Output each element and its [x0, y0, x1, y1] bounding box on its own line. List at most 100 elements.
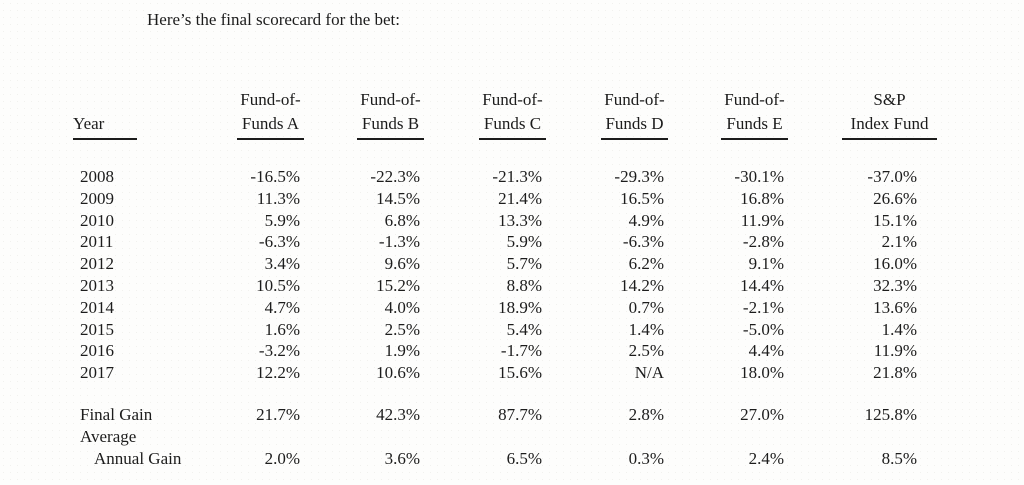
year-row-value: 26.6%	[873, 188, 917, 208]
year-row-value: -22.3%	[370, 167, 420, 186]
column-header-underlined-label: Fund-of- Funds D	[601, 88, 668, 140]
column-header-index-fund: S&P Index Fund	[788, 88, 937, 140]
year-row: 2013 10.5% 15.2% 8.8% 14.2% 14.4% 32.3%	[73, 275, 937, 297]
year-row-value: 21.4%	[498, 188, 542, 208]
year-row-value: 4.4%	[748, 341, 784, 361]
summary-row: Annual Gain 2.0% 3.6% 6.5% 0.3% 2.4% 8.5%	[73, 448, 937, 470]
year-row-value: 16.0%	[873, 254, 917, 274]
year-row-value: -21.3%	[492, 167, 542, 186]
year-row-value: 10.5%	[256, 275, 300, 295]
summary-row-value	[304, 426, 424, 448]
column-header-funds-d: Fund-of- Funds D	[546, 88, 668, 140]
year-row-value: 10.6%	[376, 363, 420, 383]
year-row-value: 2.5%	[628, 341, 664, 361]
year-row-value: 0.7%	[628, 297, 664, 317]
year-row: 2017 12.2% 10.6% 15.6% N/A 18.0% 21.8%	[73, 362, 937, 384]
year-row-value: 9.1%	[748, 254, 784, 274]
year-row-label: 2010	[80, 210, 114, 230]
column-header-funds-b: Fund-of- Funds B	[304, 88, 424, 140]
year-row-value: 21.8%	[873, 363, 917, 383]
header-row: Year Fund-of- Funds A Fund-of- Funds B Fund-o…	[73, 88, 937, 140]
table-summary: Final Gain 21.7% 42.3% 87.7% 2.8% 27.0% 125.8%…	[73, 384, 937, 469]
summary-row-value: 0.3%	[628, 448, 664, 468]
header-line-2: Funds C	[483, 114, 542, 133]
year-row-label: 2015	[80, 319, 114, 339]
year-row-label: 2016	[80, 341, 114, 361]
summary-row-value: 27.0%	[740, 404, 784, 424]
year-row-value: -1.3%	[378, 232, 420, 252]
year-row-label: 2017	[80, 363, 114, 383]
year-row-value: 9.6%	[384, 254, 420, 274]
page-title: Here’s the final scorecard for the bet:	[147, 10, 400, 29]
year-row-value: 12.2%	[256, 363, 300, 383]
year-row-value: -16.5%	[250, 167, 300, 186]
header-line-2: Index Fund	[850, 114, 929, 133]
year-row-value: 6.8%	[384, 210, 420, 230]
summary-row-label: Final Gain	[80, 404, 153, 424]
header-line-2: Funds E	[726, 114, 783, 133]
column-header-funds-c: Fund-of- Funds C	[424, 88, 546, 140]
summary-row: Final Gain 21.7% 42.3% 87.7% 2.8% 27.0% 125.8%	[73, 384, 937, 426]
year-row-value: -3.2%	[258, 341, 300, 361]
summary-row-label: Average	[80, 426, 137, 446]
year-row-value: 15.2%	[376, 275, 420, 295]
year-row-value: -2.1%	[742, 297, 784, 317]
year-row-label: 2011	[80, 232, 114, 252]
table-body: 2008 -16.5% -22.3% -21.3% -29.3% -30.1% -37.0%…	[73, 140, 937, 384]
table-header: Year Fund-of- Funds A Fund-of- Funds B Fund-o…	[73, 88, 937, 140]
summary-row-value: 3.6%	[384, 448, 420, 468]
year-row: 2016 -3.2% 1.9% -1.7% 2.5% 4.4% 11.9%	[73, 340, 937, 362]
header-line-1: Fund-of-	[482, 90, 543, 109]
year-row-value: 2.5%	[384, 319, 420, 339]
year-row-label: 2008	[80, 167, 114, 186]
year-row-value: 4.0%	[384, 297, 420, 317]
year-row-value: 13.6%	[873, 297, 917, 317]
summary-row-value	[668, 426, 788, 448]
year-row-value: 14.5%	[376, 188, 420, 208]
year-row-value: 5.7%	[506, 254, 542, 274]
header-line-1: Fund-of-	[240, 90, 301, 109]
header-line-2: Year	[73, 114, 105, 133]
year-row-value: 6.2%	[628, 254, 664, 274]
summary-row-label: Annual Gain	[94, 448, 182, 468]
year-row-value: 16.8%	[740, 188, 784, 208]
year-row-value: 11.3%	[256, 188, 300, 208]
header-line-2: Funds A	[241, 114, 300, 133]
summary-row-value: 2.0%	[264, 448, 300, 468]
year-row-value: -6.3%	[622, 232, 664, 252]
summary-row-value: 2.8%	[628, 404, 664, 424]
year-row-value: 2.1%	[881, 232, 917, 252]
column-header-underlined-label: Fund-of- Funds B	[357, 88, 424, 140]
year-row-value: 8.8%	[506, 275, 542, 295]
year-row-label: 2009	[80, 188, 114, 208]
column-header-year: Year	[73, 88, 237, 140]
year-row-value: N/A	[634, 363, 664, 383]
year-row-value: 18.0%	[740, 363, 784, 383]
year-row: 2009 11.3% 14.5% 21.4% 16.5% 16.8% 26.6%	[73, 188, 937, 210]
year-row-value: -5.0%	[742, 319, 784, 339]
column-header-underlined-label: S&P Index Fund	[842, 88, 937, 140]
year-row-label: 2014	[80, 297, 114, 317]
year-row-value: -1.7%	[500, 341, 542, 361]
year-row: 2015 1.6% 2.5% 5.4% 1.4% -5.0% 1.4%	[73, 319, 937, 341]
year-row-value: 18.9%	[498, 297, 542, 317]
header-line-1: Fund-of-	[360, 90, 421, 109]
year-row-value: 15.6%	[498, 363, 542, 383]
year-row-value: 5.9%	[264, 210, 300, 230]
summary-row-value: 125.8%	[864, 404, 917, 424]
summary-row-value	[424, 426, 546, 448]
summary-row-value: 21.7%	[256, 404, 300, 424]
year-row-value: 11.9%	[873, 341, 917, 361]
year-row-value: 14.2%	[620, 275, 664, 295]
year-row-value: 5.9%	[506, 232, 542, 252]
summary-row-value	[788, 426, 937, 448]
year-row-value: 1.6%	[264, 319, 300, 339]
year-row-value: 5.4%	[506, 319, 542, 339]
year-row-value: 3.4%	[264, 254, 300, 274]
scorecard-table: Year Fund-of- Funds A Fund-of- Funds B Fund-o…	[73, 88, 937, 469]
year-row-value: 1.4%	[628, 319, 664, 339]
year-row-value: 14.4%	[740, 275, 784, 295]
column-header-funds-a: Fund-of- Funds A	[237, 88, 304, 140]
header-line-1: Fund-of-	[604, 90, 665, 109]
year-row-value: 1.9%	[384, 341, 420, 361]
